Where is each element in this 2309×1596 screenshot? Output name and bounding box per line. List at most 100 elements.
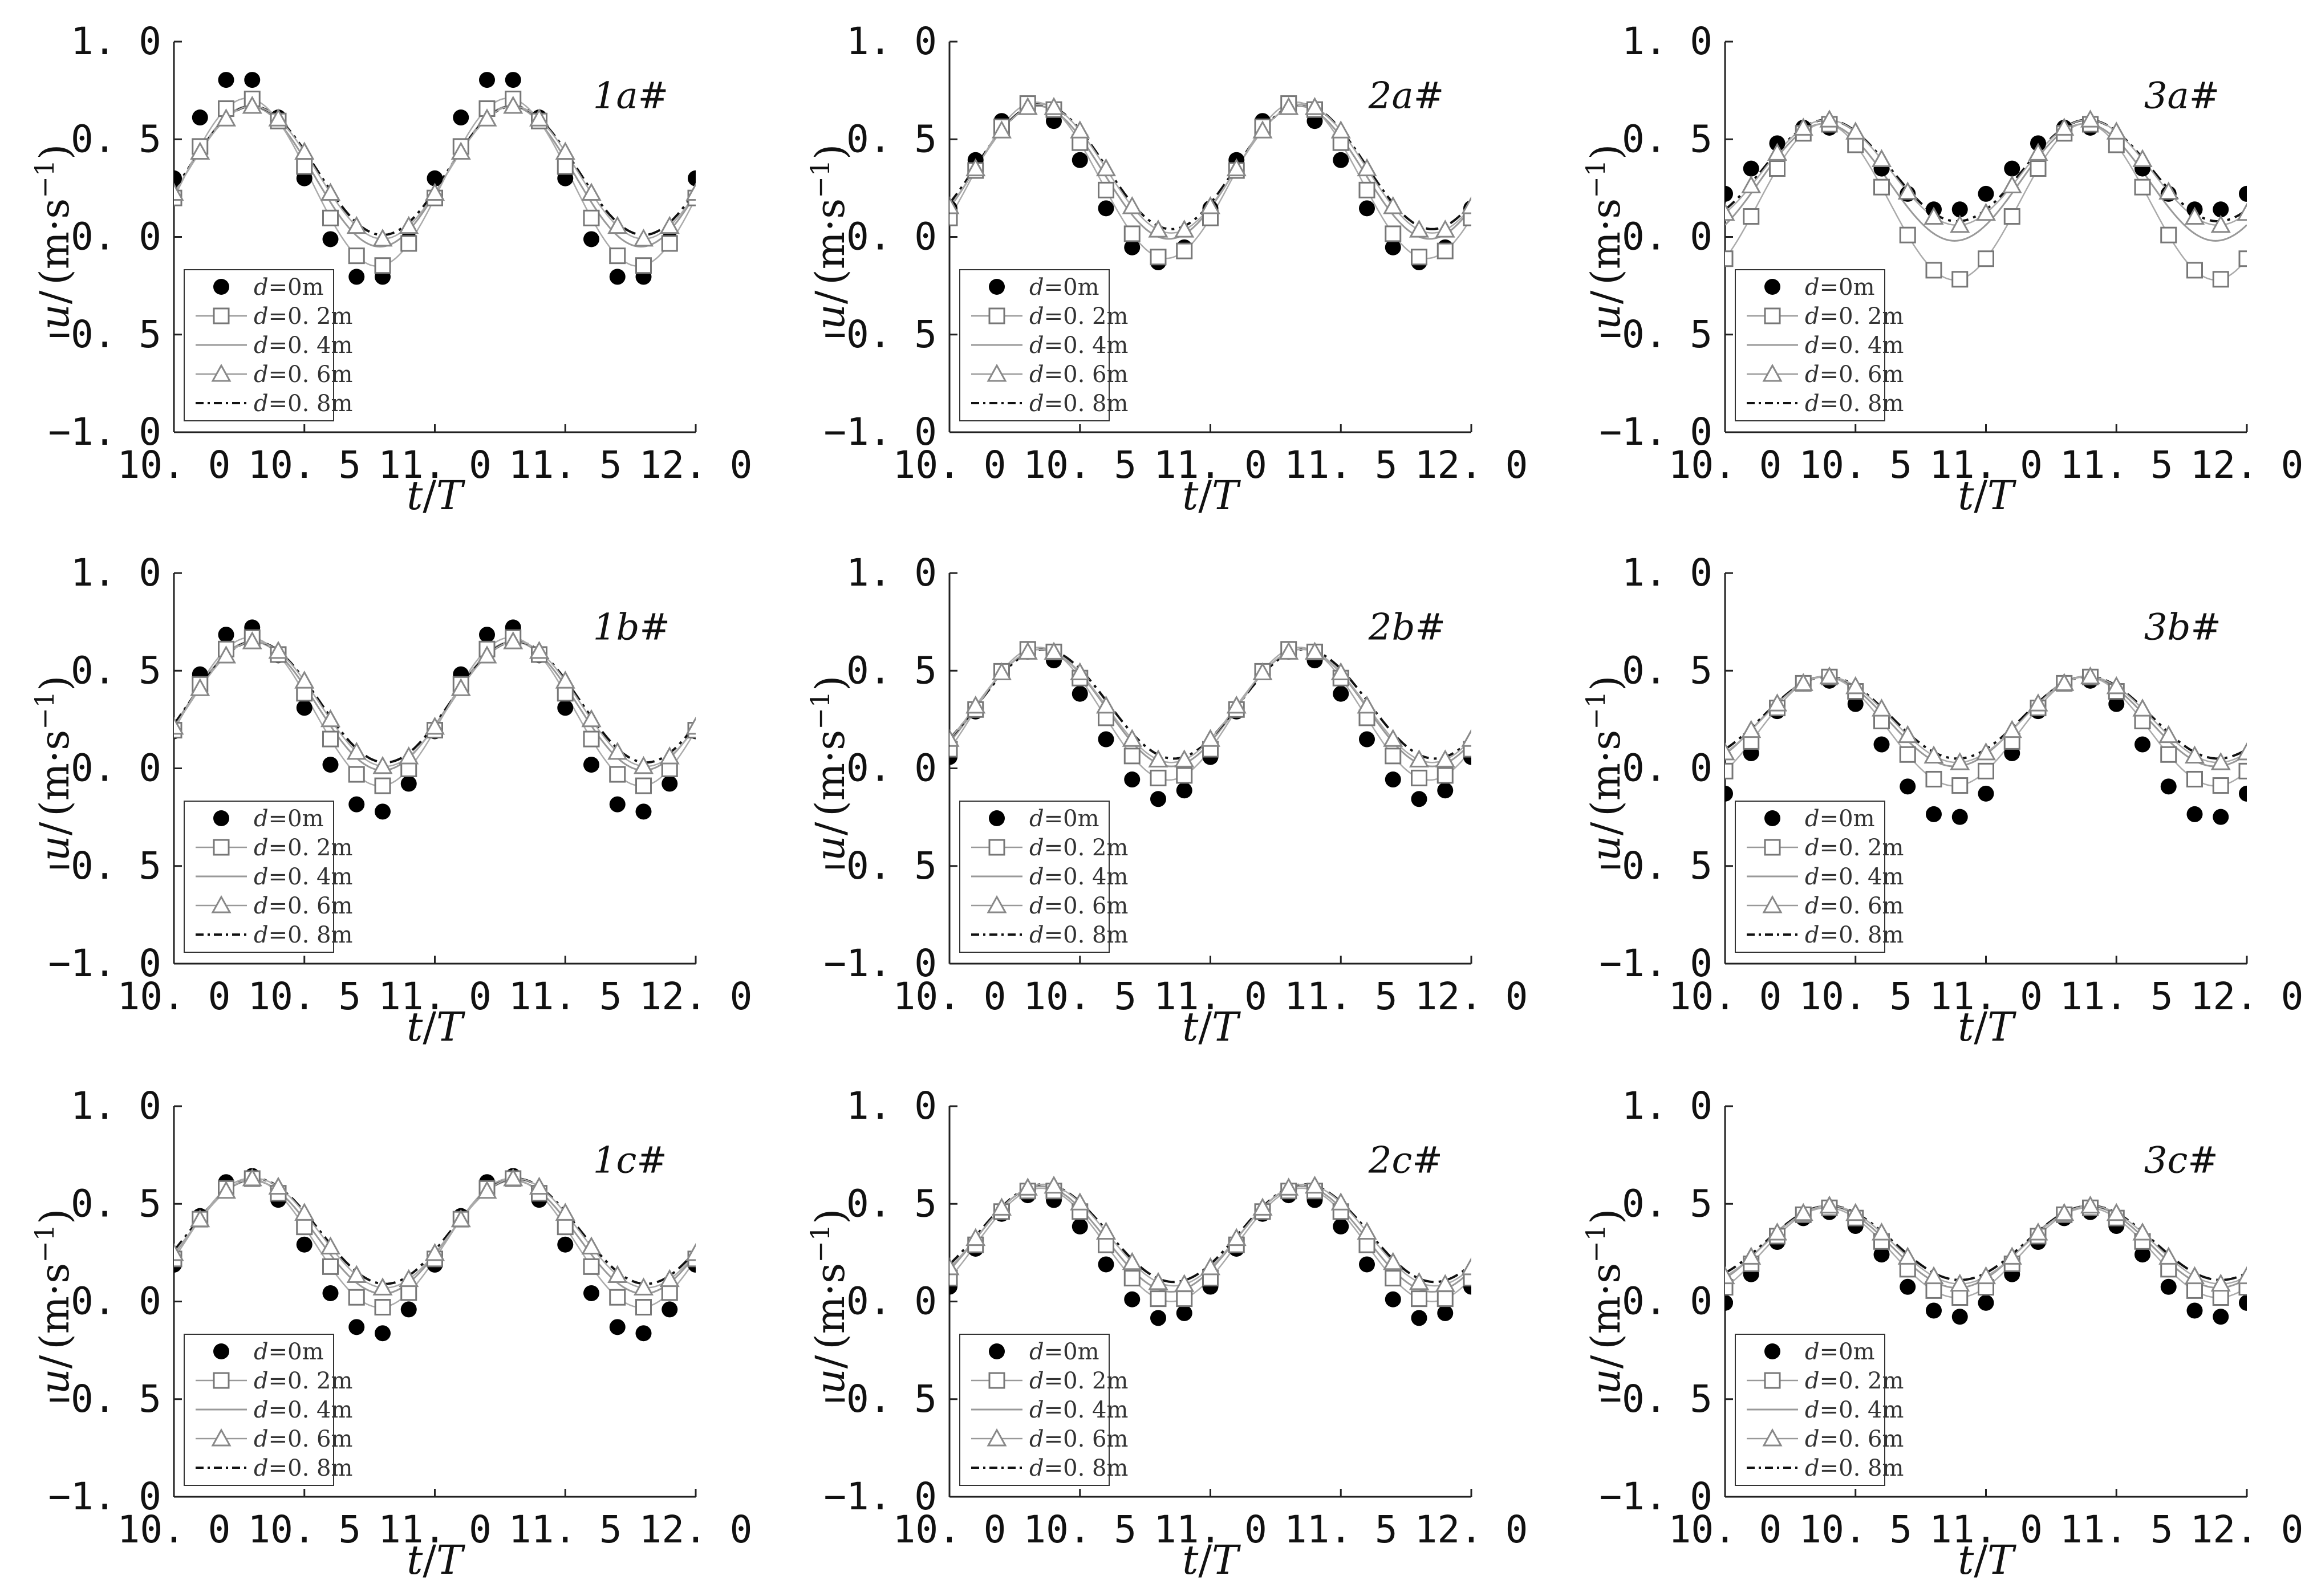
series-line [174,1177,696,1309]
legend: d=0m d=0. 2md=0. 4m d=0. 6m d=0. 8m [184,269,352,421]
legend-item: d=0. 4m [196,1397,352,1423]
data-point [609,247,626,265]
data-point [1385,771,1401,788]
data-point [635,257,652,274]
data-point [1122,196,1142,214]
data-point [1461,196,1471,214]
data-point [555,1203,575,1221]
legend-marker [987,363,1007,382]
x-tick-label: 11. 5 [1284,1508,1398,1552]
data-point [1358,1236,1375,1253]
data-point [320,709,341,728]
data-point [1897,181,1918,200]
legend-label: d=0m [1029,274,1099,300]
data-point [348,1319,365,1335]
legend-label: d=0m [254,806,324,832]
y-tick-label: 1. 0 [846,1084,937,1128]
data-point [2213,201,2229,218]
data-point [268,640,289,659]
data-point [1150,1290,1167,1307]
data-point [1017,1177,1038,1196]
legend-item: d=0. 2m [971,835,1128,861]
data-point [1411,249,1427,266]
legend-item: d=0. 4m [971,332,1128,359]
data-point [1333,685,1349,702]
data-point [294,1203,315,1221]
legend-label: d=0m [1805,274,1875,300]
legend-marker [1764,1343,1780,1359]
data-point [424,716,445,735]
y-tick-label: 0. 5 [846,117,937,161]
data-point [1873,178,1890,196]
data-point [529,1176,550,1195]
y-tick-label: 0. 0 [1622,215,1713,259]
data-point [1741,175,1762,193]
legend-label: d=0. 8m [254,1455,352,1481]
data-point [451,141,471,160]
data-point [583,1285,599,1301]
data-point [1767,143,1788,161]
data-point [294,141,315,160]
data-point [1200,729,1221,747]
legend-marker [989,810,1005,826]
data-point [1793,1203,1813,1221]
y-axis-label: u/(m·s−1) [29,676,78,862]
legend-item: d=0. 8m [971,922,1128,948]
data-point [1122,729,1142,747]
data-point [296,158,313,175]
data-point [1899,226,1916,243]
legend-label: d=0. 8m [254,922,352,948]
data-point [2186,1282,2203,1299]
data-point [583,730,600,748]
data-point [1463,209,1471,226]
legend-marker [987,895,1007,913]
data-point [1926,806,1942,822]
legend-label: d=0m [1029,1339,1099,1365]
data-point [1304,641,1325,660]
data-point [685,716,696,735]
data-point [268,1176,289,1195]
y-tick-label: 1. 0 [1622,19,1713,63]
data-point [375,1325,391,1342]
data-point [2002,720,2022,738]
x-tick-label: 12. 0 [1415,443,1528,487]
legend-label: d=0. 8m [1029,391,1128,417]
legend-item: d=0. 4m [196,332,352,359]
data-point [1409,749,1430,767]
data-point [296,700,313,716]
data-point [661,235,678,252]
data-point [322,1258,339,1275]
x-axis-label: t/T [407,1537,465,1583]
data-point [1411,1290,1427,1307]
y-tick-label: −1. 0 [48,410,161,454]
legend-label: d=0. 2m [254,303,352,330]
legend-label: d=0. 6m [1805,1426,1904,1452]
data-point [1978,785,1994,802]
data-point [1769,160,1785,177]
data-point [1924,206,1944,225]
y-tick-label: 0. 5 [846,1181,937,1225]
data-point [1385,1291,1401,1307]
data-point [372,228,393,247]
data-point [1279,641,1299,660]
data-point [1951,809,1968,825]
plot-area [174,619,696,820]
data-point [268,108,289,127]
x-tick-label: 11. 0 [1929,443,2043,487]
data-point [1385,748,1402,765]
data-point [607,216,628,234]
x-axis-label: t/T [407,472,465,519]
y-axis-label: u/(m·s−1) [29,144,78,330]
data-point [2160,746,2177,763]
legend-item: d=0. 8m [196,391,352,417]
data-point [1330,1192,1351,1211]
y-tick-label: 1. 0 [71,551,161,595]
data-point [244,72,261,88]
legend-item: d=0. 2m [1747,835,1904,861]
data-point [216,1180,237,1199]
data-point [190,1209,210,1228]
data-point [662,1301,678,1318]
legend-label: d=0. 4m [254,1397,352,1423]
data-point [1725,762,1734,779]
y-tick-label: 0. 5 [71,1181,161,1225]
